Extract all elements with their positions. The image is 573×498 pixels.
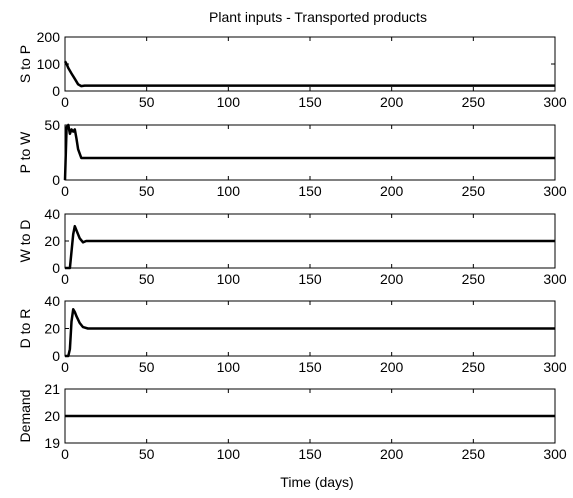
- x-tick-label: 250: [462, 183, 486, 199]
- x-tick-label: 100: [217, 359, 241, 375]
- x-tick-label: 50: [139, 359, 155, 375]
- y-tick-label: 20: [44, 233, 60, 249]
- y-tick-label: 200: [37, 29, 61, 45]
- panel-axes-box: [64, 36, 556, 92]
- y-tick-label: 21: [44, 381, 60, 397]
- x-tick-label: 250: [462, 94, 486, 110]
- x-tick-label: 50: [139, 271, 155, 287]
- x-tick-label: 300: [543, 271, 567, 287]
- x-tick-label: 150: [298, 446, 322, 462]
- x-tick-label: 300: [543, 446, 567, 462]
- x-tick-label: 100: [217, 271, 241, 287]
- x-tick-label: 150: [298, 359, 322, 375]
- y-axis-label: D to R: [17, 309, 33, 349]
- series-line: [63, 60, 555, 88]
- panel-4: 0 50 100 150 200 250 300 0 20 40 D to R: [17, 293, 567, 375]
- y-tick-label: 0: [52, 348, 60, 364]
- panel-3: 0 50 100 150 200 250 300 0 20 40 W to D: [17, 206, 567, 287]
- x-tick-label: 100: [217, 446, 241, 462]
- x-tick-label: 150: [298, 94, 322, 110]
- y-tick-label: 0: [52, 260, 60, 276]
- x-tick-label: 200: [380, 446, 404, 462]
- x-tick-label: 100: [217, 183, 241, 199]
- panel-2: 0 50 100 150 200 250 300 0 50 P to W: [17, 117, 567, 199]
- chart-title: Plant inputs - Transported products: [209, 9, 427, 25]
- x-tick-label: 100: [217, 94, 241, 110]
- series-line: [65, 224, 555, 270]
- x-tick-label: 200: [380, 359, 404, 375]
- y-tick-label: 20: [44, 321, 60, 337]
- x-tick-label: 0: [61, 446, 69, 462]
- x-tick-label: 200: [380, 94, 404, 110]
- x-tick-label: 0: [61, 271, 69, 287]
- x-tick-label: 50: [139, 446, 155, 462]
- y-tick-label: 50: [44, 117, 60, 133]
- x-tick-label: 300: [543, 94, 567, 110]
- x-tick-label: 50: [139, 183, 155, 199]
- x-tick-label: 0: [61, 359, 69, 375]
- y-tick-label: 0: [52, 172, 60, 188]
- y-tick-label: 40: [44, 293, 60, 309]
- x-tick-label: 150: [298, 183, 322, 199]
- panel-axes-box: [64, 124, 556, 181]
- y-tick-label: 0: [52, 83, 60, 99]
- x-tick-label: 50: [139, 94, 155, 110]
- series-line: [65, 308, 555, 358]
- y-axis-label: P to W: [17, 131, 33, 174]
- x-tick-label: 250: [462, 359, 486, 375]
- x-tick-label: 250: [462, 446, 486, 462]
- x-axis-label: Time (days): [280, 474, 353, 490]
- x-tick-label: 200: [380, 183, 404, 199]
- y-tick-label: 40: [44, 206, 60, 222]
- x-tick-label: 0: [61, 94, 69, 110]
- x-tick-label: 300: [543, 183, 567, 199]
- x-tick-label: 200: [380, 271, 404, 287]
- panel-5: 0 50 100 150 200 250 300 19 20 21 Demand: [17, 381, 567, 462]
- x-tick-label: 300: [543, 359, 567, 375]
- y-tick-label: 20: [44, 408, 60, 424]
- y-axis-label: Demand: [17, 390, 33, 443]
- series-line: [63, 123, 555, 181]
- y-axis-label: S to P: [17, 45, 33, 83]
- y-axis-label: W to D: [17, 220, 33, 263]
- x-tick-label: 250: [462, 271, 486, 287]
- y-tick-label: 100: [37, 56, 61, 72]
- y-tick-label: 19: [44, 435, 60, 451]
- x-tick-label: 150: [298, 271, 322, 287]
- x-tick-label: 0: [61, 183, 69, 199]
